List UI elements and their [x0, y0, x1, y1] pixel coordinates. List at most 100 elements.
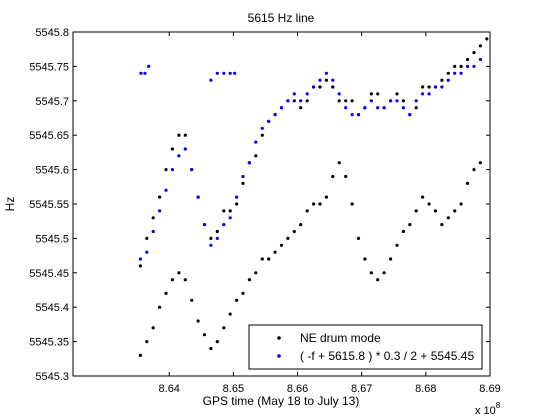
- ne-drum-mode-point: [241, 291, 245, 295]
- formula-point: [196, 195, 200, 199]
- ne-drum-mode-point: [215, 340, 219, 344]
- ne-drum-mode-point: [260, 133, 264, 137]
- ne-drum-mode-point: [286, 236, 290, 240]
- y-tick-label: 5545.45: [29, 268, 69, 280]
- ne-drum-mode-point: [369, 271, 373, 275]
- y-tick-label: 5545.7: [35, 96, 69, 108]
- ne-drum-mode-point: [401, 229, 405, 234]
- ne-drum-mode-point: [344, 99, 348, 103]
- formula-point: [254, 140, 258, 144]
- formula-point: [408, 113, 412, 117]
- ne-drum-mode-point: [324, 78, 328, 82]
- y-tick-label: 5545.8: [35, 27, 69, 39]
- ne-drum-mode-point: [209, 236, 213, 240]
- formula-point: [382, 106, 386, 110]
- formula-point: [138, 257, 142, 261]
- ne-drum-mode-point: [382, 271, 386, 275]
- formula-point: [395, 99, 399, 103]
- formula-point: [433, 85, 438, 89]
- ne-drum-mode-point: [376, 92, 380, 96]
- formula-point: [267, 119, 271, 123]
- ne-drum-mode-point: [222, 326, 226, 330]
- formula-point: [222, 71, 226, 75]
- ne-drum-mode-point: [446, 71, 450, 75]
- ne-drum-mode-point: [389, 257, 393, 261]
- formula-point: [170, 168, 174, 172]
- ne-drum-mode-point: [427, 85, 431, 89]
- ne-drum-mode-point: [337, 161, 341, 165]
- ne-drum-mode-point: [170, 147, 174, 151]
- ne-drum-mode-point: [440, 78, 444, 82]
- ne-drum-mode-point: [478, 161, 482, 165]
- legend-box: [248, 324, 483, 370]
- formula-point: [286, 99, 290, 103]
- y-axis-ticks: 5545.3 5545.35 5545.4 5545.45 5545.5 5545.55 5…: [29, 27, 490, 383]
- formula-point: [389, 99, 393, 103]
- ne-drum-mode-point: [247, 278, 251, 282]
- formula-point: [247, 161, 251, 165]
- ne-drum-mode-point: [312, 202, 316, 206]
- ne-drum-mode-point: [305, 209, 309, 213]
- formula-point: [414, 99, 418, 103]
- ne-drum-mode-point: [145, 340, 149, 344]
- x-tick-label: 8.69: [479, 383, 500, 395]
- ne-drum-mode-point: [446, 216, 450, 220]
- y-tick-label: 5545.55: [29, 199, 69, 211]
- ne-drum-mode-point: [401, 99, 405, 103]
- plot-area: 5545.3 5545.35 5545.4 5545.45 5545.5 5545.55 5…: [29, 27, 500, 395]
- x-axis-multiplier: x 108: [475, 401, 501, 417]
- chart-title: 5615 Hz line: [248, 11, 315, 25]
- y-tick-label: 5545.5: [35, 233, 69, 245]
- ne-drum-mode-point: [164, 168, 168, 172]
- formula-point: [222, 223, 226, 227]
- x-tick-label: 8.68: [415, 383, 436, 395]
- ne-drum-mode-point: [183, 278, 187, 282]
- ne-drum-mode-point: [151, 216, 155, 220]
- ne-drum-mode-point: [337, 99, 341, 103]
- ne-drum-mode-point: [228, 312, 232, 316]
- ne-drum-mode-point: [138, 353, 142, 357]
- ne-drum-mode-point: [324, 195, 328, 199]
- ne-drum-mode-point: [376, 278, 380, 282]
- formula-point: [421, 92, 425, 96]
- ne-drum-mode-point: [331, 85, 335, 89]
- ne-drum-mode-point: [145, 236, 149, 240]
- legend-label-formula: ( -f + 5615.8 ) * 0.3 / 2 + 5545.45: [300, 349, 474, 363]
- ne-drum-mode-point: [427, 202, 431, 206]
- formula-point: [369, 99, 373, 103]
- formula-point: [440, 85, 444, 89]
- ne-drum-mode-point: [350, 202, 354, 206]
- formula-point: [209, 78, 213, 82]
- formula-point: [427, 92, 431, 96]
- formula-point: [363, 106, 367, 110]
- formula-point: [228, 71, 232, 75]
- x-tick-label: 8.65: [223, 383, 244, 395]
- ne-drum-mode-point: [453, 64, 457, 68]
- ne-drum-mode-point: [170, 278, 174, 282]
- x-multiplier-exponent: 8: [496, 401, 501, 410]
- ne-drum-mode-point: [356, 236, 361, 240]
- formula-point: [273, 113, 277, 117]
- formula-point: [228, 216, 232, 220]
- ne-drum-mode-point: [215, 229, 219, 234]
- y-tick-label: 5545.65: [29, 130, 69, 142]
- formula-point: [324, 71, 328, 75]
- plot-frame: [72, 31, 491, 377]
- ne-drum-mode-point: [292, 229, 296, 234]
- ne-drum-mode-point: [363, 257, 367, 261]
- ne-drum-mode-point: [235, 202, 239, 206]
- data-points: [138, 37, 489, 357]
- formula-point: [446, 78, 450, 82]
- legend-marker-formula: [277, 354, 281, 358]
- ne-drum-mode-point: [254, 271, 258, 275]
- ne-drum-mode-point: [299, 223, 303, 227]
- formula-point: [241, 174, 245, 179]
- ne-drum-mode-point: [414, 106, 418, 110]
- formula-point: [344, 106, 348, 110]
- ne-drum-mode-point: [318, 202, 322, 206]
- ne-drum-mode-point: [151, 326, 155, 330]
- formula-point: [215, 71, 219, 75]
- ne-drum-mode-point: [158, 195, 162, 199]
- formula-point: [292, 92, 296, 96]
- ne-drum-mode-point: [465, 57, 470, 62]
